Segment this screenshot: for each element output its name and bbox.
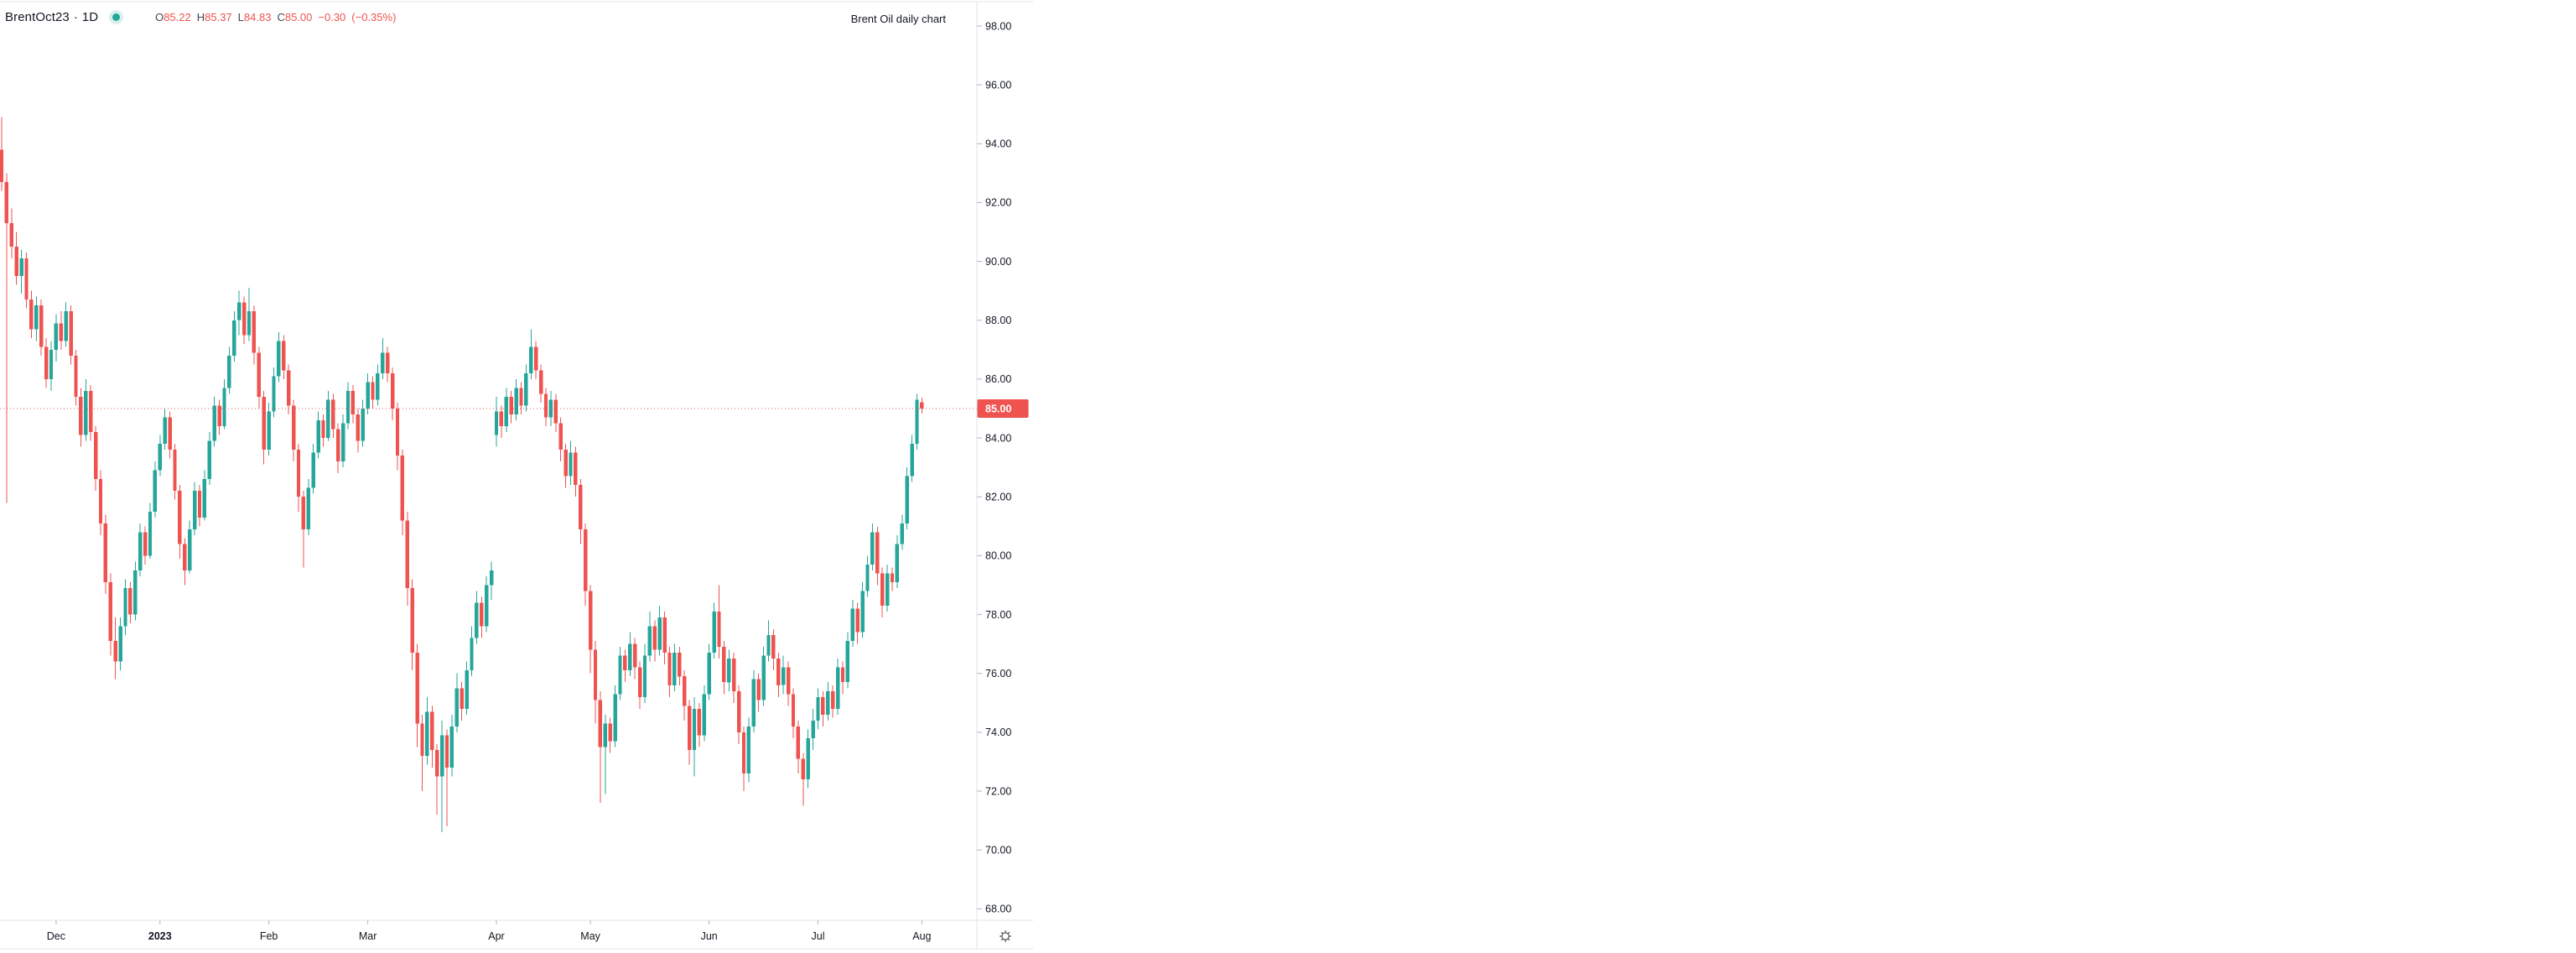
change-value: −0.30 — [318, 11, 346, 23]
change-percent: (−0.35%) — [351, 11, 397, 23]
svg-text:82.00: 82.00 — [985, 492, 1011, 503]
ohlc-readout: O85.22 H85.37 L84.83 C85.00 −0.30 (−0.35… — [155, 11, 402, 23]
svg-text:2023: 2023 — [148, 930, 172, 942]
svg-text:Jul: Jul — [812, 930, 825, 942]
svg-text:Feb: Feb — [260, 930, 278, 942]
svg-text:68.00: 68.00 — [985, 904, 1011, 915]
time-axis[interactable] — [0, 920, 976, 949]
legend-separator: · — [73, 10, 78, 24]
open-label: O — [155, 11, 164, 23]
interval-label[interactable]: 1D — [81, 10, 99, 24]
svg-text:92.00: 92.00 — [985, 197, 1011, 209]
svg-text:86.00: 86.00 — [985, 373, 1011, 385]
svg-text:88.00: 88.00 — [985, 315, 1011, 326]
price-axis-labels: 98.00 96.00 94.00 92.00 90.00 88.00 86.00 84.00… — [977, 20, 1011, 915]
price-axis[interactable] — [977, 2, 1033, 920]
svg-text:98.00: 98.00 — [985, 20, 1011, 32]
svg-text:85.00: 85.00 — [985, 404, 1011, 415]
svg-text:76.00: 76.00 — [985, 668, 1011, 680]
svg-text:80.00: 80.00 — [985, 550, 1011, 562]
svg-text:96.00: 96.00 — [985, 79, 1011, 91]
svg-text:May: May — [580, 930, 600, 942]
high-value: 85.37 — [205, 11, 232, 23]
chart-title: Brent Oil daily chart — [850, 13, 946, 25]
svg-text:94.00: 94.00 — [985, 138, 1011, 150]
gear-icon — [1000, 930, 1011, 942]
svg-text:84.00: 84.00 — [985, 432, 1011, 444]
high-label: H — [196, 11, 205, 23]
low-value: 84.83 — [243, 11, 272, 23]
close-label: C — [277, 11, 285, 23]
svg-text:Aug: Aug — [912, 930, 931, 942]
last-price-label: 85.00 — [977, 399, 1029, 418]
svg-text:90.00: 90.00 — [985, 256, 1011, 268]
symbol-legend: BrentOct23 · 1D O85.22 H85.37 L84.83 C85… — [5, 10, 402, 24]
open-value: 85.22 — [164, 11, 191, 23]
svg-text:Dec: Dec — [47, 930, 65, 942]
svg-text:Apr: Apr — [488, 930, 504, 942]
svg-text:70.00: 70.00 — [985, 845, 1011, 857]
svg-text:Jun: Jun — [701, 930, 718, 942]
svg-text:78.00: 78.00 — [985, 609, 1011, 621]
svg-text:Mar: Mar — [359, 930, 377, 942]
svg-text:74.00: 74.00 — [985, 726, 1011, 738]
close-value: 85.00 — [284, 11, 313, 23]
market-status-icon — [112, 13, 121, 21]
time-axis-settings-button[interactable] — [996, 927, 1015, 945]
chart-widget: BrentOct23 · 1D O85.22 H85.37 L84.83 C85… — [0, 0, 1033, 953]
svg-text:72.00: 72.00 — [985, 785, 1011, 797]
symbol-name[interactable]: BrentOct23 — [5, 10, 70, 24]
time-axis-labels: Dec 2023 Feb Mar Apr May Jun Jul Aug — [47, 920, 932, 942]
candles — [0, 117, 924, 833]
low-label: L — [237, 11, 244, 23]
